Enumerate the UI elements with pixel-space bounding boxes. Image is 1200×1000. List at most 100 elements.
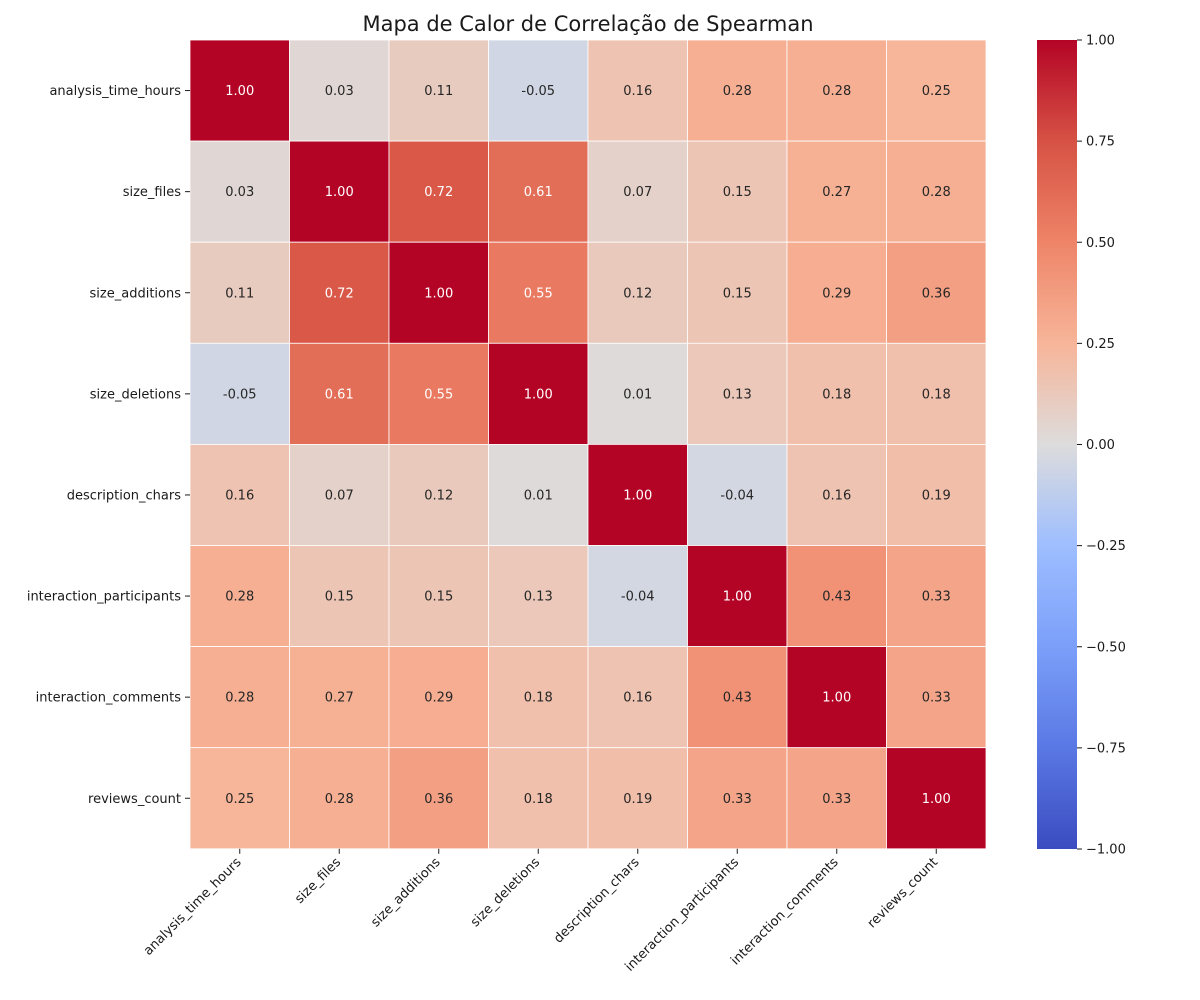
- cell-value-label: 0.28: [822, 84, 851, 99]
- cell-value-label: 1.00: [723, 590, 752, 605]
- cell-value-label: 1.00: [623, 488, 652, 503]
- cell-value-label: -0.04: [621, 590, 655, 605]
- x-tick-label: interaction_comments: [728, 855, 842, 969]
- y-tick-label: interaction_comments: [36, 691, 182, 706]
- cell-value-label: 0.15: [325, 590, 354, 605]
- cell-value-label: 0.18: [524, 691, 553, 706]
- cell-value-label: 0.03: [225, 185, 254, 200]
- heatmap-cell: [587, 140, 688, 243]
- cell-value-label: 0.33: [822, 792, 851, 807]
- cell-value-label: 0.13: [723, 387, 752, 402]
- heatmap-cell: [687, 39, 788, 142]
- heatmap-cell: [687, 140, 788, 243]
- cell-value-label: 0.16: [623, 691, 652, 706]
- cell-value-label: 0.18: [922, 387, 951, 402]
- cell-value-label: 0.72: [424, 185, 453, 200]
- cell-value-label: 0.27: [822, 185, 851, 200]
- x-tick-label: size_additions: [368, 855, 443, 930]
- y-tick-label: analysis_time_hours: [49, 84, 181, 99]
- cell-value-label: 0.18: [524, 792, 553, 807]
- cell-value-label: 0.01: [623, 387, 652, 402]
- heatmap-cell: [388, 646, 489, 749]
- cell-value-label: 0.43: [723, 691, 752, 706]
- y-tick-label: description_chars: [67, 488, 181, 503]
- heatmap-cell: [289, 140, 390, 243]
- heatmap-cell: [886, 140, 987, 243]
- cell-value-label: 0.36: [922, 286, 951, 301]
- heatmap-cells: 1.00 0.03 0.11 -0.05 0.16 0.28 0.28 0.25 0.03 1.0…: [189, 39, 987, 850]
- cell-value-label: 1.00: [524, 387, 553, 402]
- cell-value-label: 0.15: [723, 286, 752, 301]
- heatmap-cell: [786, 241, 887, 344]
- cell-value-label: 0.07: [623, 185, 652, 200]
- x-tick-label: reviews_count: [865, 855, 941, 931]
- cell-value-label: -0.05: [223, 387, 257, 402]
- heatmap-cell: [488, 140, 589, 243]
- cell-value-label: 0.07: [325, 488, 354, 503]
- colorbar-tick-label: −0.50: [1086, 640, 1126, 655]
- heatmap-cell: [886, 39, 987, 142]
- heatmap-cell: [687, 241, 788, 344]
- cell-value-label: 0.33: [922, 691, 951, 706]
- heatmap-cell: [189, 241, 290, 344]
- colorbar-tick-label: 0.75: [1086, 135, 1115, 150]
- heatmap-cell: [587, 241, 688, 344]
- y-tick-labels: analysis_time_hours size_files size_additi…: [27, 84, 190, 807]
- heatmap-cell: [488, 342, 589, 445]
- cell-value-label: 0.27: [325, 691, 354, 706]
- heatmap-cell: [388, 443, 489, 546]
- cell-value-label: 0.16: [623, 84, 652, 99]
- heatmap-cell: [587, 443, 688, 546]
- heatmap-cell: [189, 342, 290, 445]
- x-tick-labels: analysis_time_hours size_files size_additi…: [141, 848, 941, 975]
- cell-value-label: 0.28: [225, 590, 254, 605]
- cell-value-label: 0.28: [325, 792, 354, 807]
- heatmap-cell: [587, 342, 688, 445]
- colorbar: 1.00 0.75 0.50 0.25 0.00 −0.25 −0.50 −0.75 −1.00: [1037, 34, 1126, 858]
- cell-value-label: 0.16: [822, 488, 851, 503]
- cell-value-label: 0.25: [225, 792, 254, 807]
- cell-value-label: 1.00: [225, 84, 254, 99]
- y-tick-label: size_additions: [90, 286, 182, 301]
- y-tick-label: interaction_participants: [27, 590, 181, 605]
- cell-value-label: 0.28: [225, 691, 254, 706]
- colorbar-tick-label: 1.00: [1086, 34, 1115, 49]
- cell-value-label: 0.11: [225, 286, 254, 301]
- heatmap-cell: [488, 39, 589, 142]
- colorbar-tick-label: −1.00: [1086, 843, 1126, 858]
- heatmap-cell: [488, 443, 589, 546]
- cell-value-label: 0.29: [424, 691, 453, 706]
- colorbar-gradient: [1037, 40, 1077, 849]
- cell-value-label: -0.04: [720, 488, 754, 503]
- cell-value-label: 0.33: [922, 590, 951, 605]
- heatmap-cell: [786, 342, 887, 445]
- heatmap-cell: [388, 241, 489, 344]
- cell-value-label: 0.25: [922, 84, 951, 99]
- heatmap-cell: [388, 39, 489, 142]
- heatmap-cell: [388, 545, 489, 647]
- heatmap-cell: [289, 646, 390, 749]
- heatmap-cell: [289, 241, 390, 344]
- heatmap-cell: [388, 747, 489, 850]
- heatmap-cell: [488, 241, 589, 344]
- cell-value-label: 0.19: [922, 488, 951, 503]
- chart-title: Mapa de Calor de Correlação de Spearman: [362, 12, 813, 36]
- cell-value-label: 0.28: [723, 84, 752, 99]
- cell-value-label: 0.55: [524, 286, 553, 301]
- cell-value-label: 0.11: [424, 84, 453, 99]
- x-tick-label: size_files: [292, 855, 344, 907]
- heatmap-cell: [189, 39, 290, 142]
- cell-value-label: 0.15: [723, 185, 752, 200]
- cell-value-label: 0.13: [524, 590, 553, 605]
- heatmap-cell: [587, 747, 688, 850]
- colorbar-tick-label: −0.75: [1086, 741, 1126, 756]
- y-tick-label: size_files: [123, 185, 182, 200]
- cell-value-label: 0.03: [325, 84, 354, 99]
- colorbar-tick-label: 0.00: [1086, 438, 1115, 453]
- heatmap-cell: [786, 545, 887, 647]
- heatmap-cell: [786, 443, 887, 546]
- cell-value-label: 0.61: [524, 185, 553, 200]
- x-tick-label: analysis_time_hours: [141, 855, 245, 959]
- cell-value-label: -0.05: [521, 84, 555, 99]
